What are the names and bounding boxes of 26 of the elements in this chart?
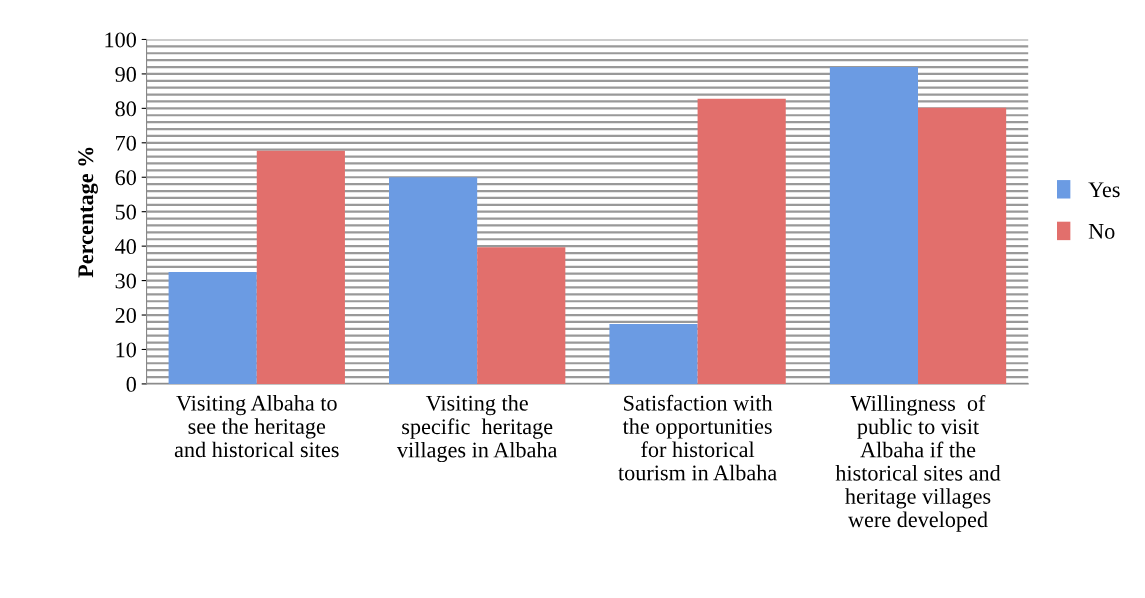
x-tick-label: Satisfaction with the opportunities for historical tourism in Albaha — [618, 394, 777, 481]
bar — [477, 247, 566, 384]
bar — [918, 107, 1007, 384]
bar — [389, 177, 478, 384]
x-tick-label: Visiting the specific heritage villages in Albaha — [396, 395, 558, 463]
y-tick-label: 60 — [115, 170, 136, 186]
bar — [609, 323, 698, 384]
x-tick-label: Visiting Albaha to see the heritage and historical sites — [174, 395, 339, 458]
y-tick-label: 30 — [115, 273, 136, 289]
y-tick-label: 10 — [116, 342, 136, 358]
y-tick-label: 100 — [105, 32, 136, 48]
legend-label: No — [1088, 224, 1115, 239]
y-tick-label: 40 — [115, 239, 136, 255]
legend-label: Yes — [1088, 182, 1120, 198]
y-tick-label: 70 — [116, 135, 136, 151]
y-tick-label: 0 — [126, 376, 136, 392]
y-tick-label: 90 — [115, 66, 136, 82]
bar — [168, 271, 257, 384]
bar — [256, 150, 345, 384]
bar — [829, 67, 918, 384]
y-tick-label: 80 — [115, 101, 136, 117]
bar — [697, 98, 786, 384]
x-tick-label: Willingness of public to visit Albaha if the historical sites and heritage villages were developed — [835, 395, 1001, 532]
y-axis-title: Percentage % — [78, 147, 98, 278]
y-tick-label: 50 — [115, 204, 136, 220]
y-tick-label: 20 — [115, 307, 136, 323]
